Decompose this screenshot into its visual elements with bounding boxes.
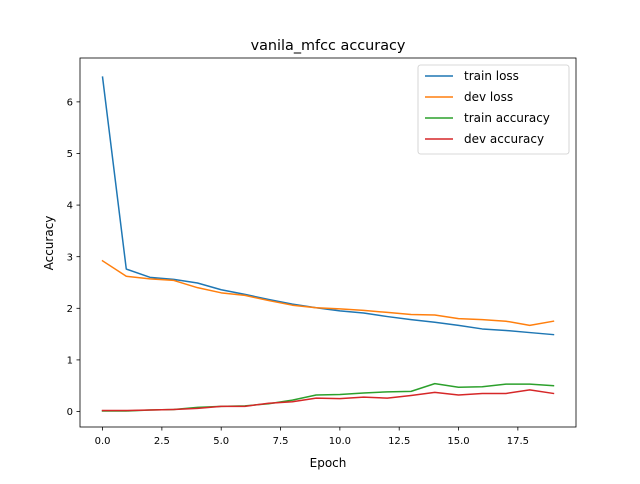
- x-tick-label: 17.5: [507, 436, 529, 447]
- y-tick-label: 3: [67, 252, 73, 263]
- y-axis-label: Accuracy: [42, 216, 56, 271]
- series-line-2: [101, 382, 555, 412]
- x-tick-label: 10.0: [329, 436, 351, 447]
- y-tick-label: 0: [67, 407, 73, 418]
- y-tick-label: 6: [67, 97, 73, 108]
- legend-label: dev accuracy: [464, 132, 544, 146]
- y-tick-label: 1: [67, 356, 73, 367]
- legend-label: dev loss: [464, 90, 513, 104]
- y-tick-label: 2: [67, 304, 73, 315]
- legend-label: train accuracy: [464, 111, 550, 125]
- y-tick-label: 4: [67, 201, 73, 212]
- x-tick-label: 2.5: [154, 436, 170, 447]
- chart-title: vanila_mfcc accuracy: [251, 38, 406, 54]
- axes-frame: [79, 57, 577, 428]
- legend-box: [417, 64, 570, 155]
- x-tick-label: 15.0: [447, 436, 469, 447]
- x-axis: 0.0 2.5 5.0 7.5 10.0 12.5 15.0 17.5: [95, 427, 529, 447]
- x-axis-label: Epoch: [310, 456, 347, 470]
- legend: train loss dev loss train accuracy dev accu…: [417, 64, 570, 155]
- x-tick-label: 5.0: [213, 436, 229, 447]
- y-axis: 0 1 2 3 4 5 6: [67, 97, 80, 418]
- x-tick-label: 7.5: [273, 436, 289, 447]
- series-line-0: [101, 76, 555, 336]
- plot-area: [79, 57, 577, 428]
- x-tick-label: 0.0: [95, 436, 111, 447]
- series-line-1: [101, 259, 555, 327]
- x-tick-label: 12.5: [388, 436, 410, 447]
- legend-label: train loss: [464, 69, 519, 83]
- series-line-3: [101, 389, 555, 412]
- y-tick-label: 5: [67, 149, 73, 160]
